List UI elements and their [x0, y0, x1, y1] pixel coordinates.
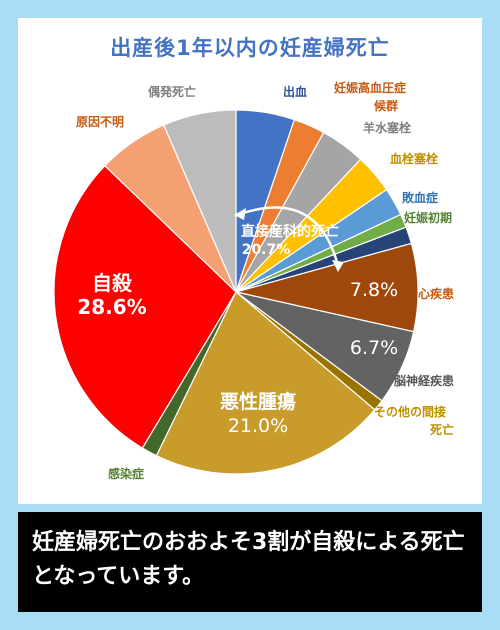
slice-label-13: 原因不明: [76, 114, 124, 129]
annotation-arc: [239, 206, 340, 267]
slice-label-7: 心疾患: [418, 286, 454, 301]
annotation-arrow-end: [332, 260, 344, 272]
slice-label-12: 自殺: [92, 271, 133, 295]
slice-label-8: 脳神経疾患: [394, 373, 454, 388]
annotation-value: 20.7%: [242, 242, 291, 258]
slice-label-4: 敗血症: [401, 190, 438, 205]
slice-label-0: 出血: [283, 84, 307, 99]
chart-title: 出産後1年以内の妊産婦死亡: [110, 36, 390, 60]
chart-card: 出産後1年以内の妊産婦死亡 出血 妊娠高血圧症候群羊水塞栓血栓塞栓敗血症妊娠初期心…: [18, 18, 482, 504]
annotation-label: 直接産科的死亡: [241, 223, 339, 240]
slice-value-12: 28.6%: [77, 295, 146, 319]
slice-value-7: 7.8%: [350, 279, 398, 301]
slice-label-14: 偶発死亡: [148, 84, 196, 99]
pie-slice-10: [155, 291, 376, 475]
slice-value-8: 6.7%: [350, 337, 398, 359]
slice-label-3: 血栓塞栓: [390, 151, 438, 166]
slice-value-10: 21.0%: [228, 415, 288, 437]
caption-text: 妊産婦死亡のおおよそ3割が自殺による死亡となっています。: [32, 530, 465, 589]
caption-box: 妊産婦死亡のおおよそ3割が自殺による死亡となっています。: [18, 512, 482, 612]
slice-label-10: 悪性腫瘍: [220, 390, 296, 413]
pie-slice-14: [162, 109, 237, 293]
slice-label-11: 感染症: [108, 466, 144, 481]
pie-slice-12: [53, 164, 237, 449]
slice-label-1: 妊娠高血圧症候群: [334, 80, 406, 113]
slice-label-2: 羊水塞栓: [363, 120, 411, 135]
annotation-arrow-start: [234, 208, 246, 220]
slice-label-9: その他の間接死亡: [374, 404, 454, 437]
slice-label-5: 妊娠初期: [404, 210, 452, 225]
